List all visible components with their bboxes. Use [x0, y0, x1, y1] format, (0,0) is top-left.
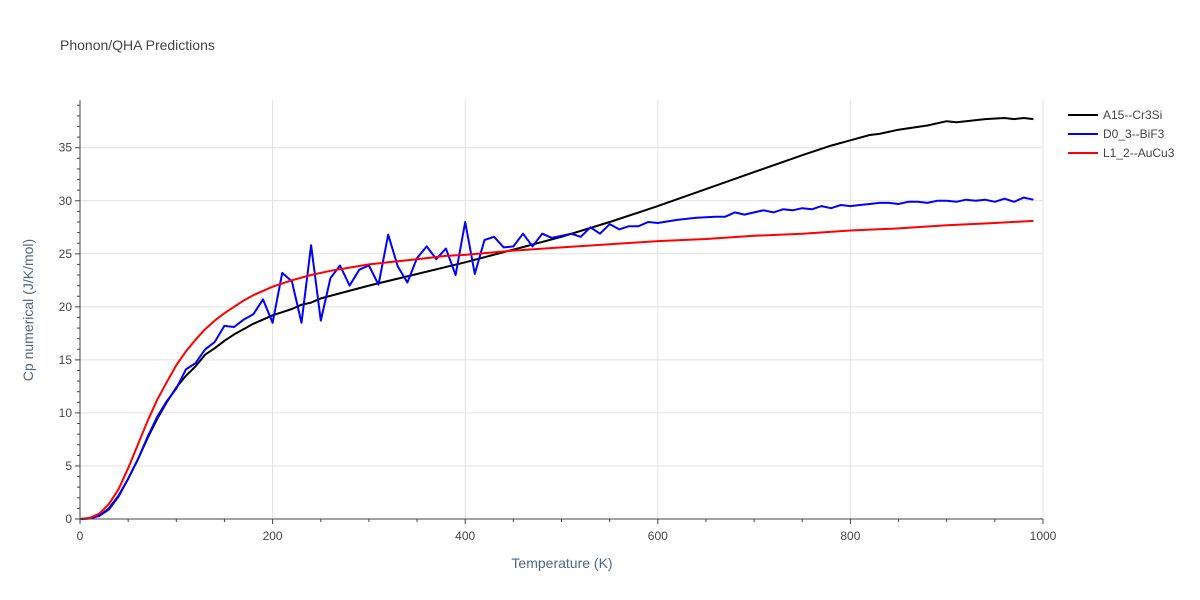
y-tick-label: 0: [65, 512, 72, 526]
legend-label: L1_2--AuCu3: [1103, 146, 1175, 160]
y-tick-label: 5: [65, 459, 72, 473]
x-tick-label: 600: [648, 529, 668, 543]
x-tick-label: 1000: [1030, 529, 1057, 543]
x-tick-label: 800: [840, 529, 860, 543]
x-tick-label: 0: [77, 529, 84, 543]
legend-item[interactable]: D0_3--BiF3: [1068, 127, 1165, 141]
legend-item[interactable]: L1_2--AuCu3: [1068, 146, 1175, 160]
grid: [80, 100, 1044, 519]
legend-label: D0_3--BiF3: [1103, 127, 1165, 141]
y-tick-label: 10: [59, 406, 73, 420]
x-tick-label: 200: [263, 529, 283, 543]
y-tick-label: 20: [59, 300, 73, 314]
x-tick-label: 400: [455, 529, 475, 543]
axes: 0 200 400 600 800 1000 0 5 10 15 20 25 30 35: [59, 100, 1057, 543]
y-axis-title: Cp numerical (J/K/mol): [20, 239, 36, 381]
y-tick-label: 30: [59, 194, 73, 208]
y-tick-label: 25: [59, 247, 73, 261]
y-tick-label: 35: [59, 141, 73, 155]
legend-item[interactable]: A15--Cr3Si: [1068, 108, 1162, 122]
chart-title: Phonon/QHA Predictions: [60, 37, 215, 53]
legend-label: A15--Cr3Si: [1103, 108, 1162, 122]
y-tick-label: 15: [59, 353, 73, 367]
series-line-3: [79, 219, 1034, 520]
x-axis-title: Temperature (K): [511, 555, 612, 571]
series-line-2: [79, 196, 1034, 520]
legend[interactable]: A15--Cr3Si D0_3--BiF3 L1_2--AuCu3: [1068, 108, 1175, 160]
series-group: [79, 117, 1034, 520]
